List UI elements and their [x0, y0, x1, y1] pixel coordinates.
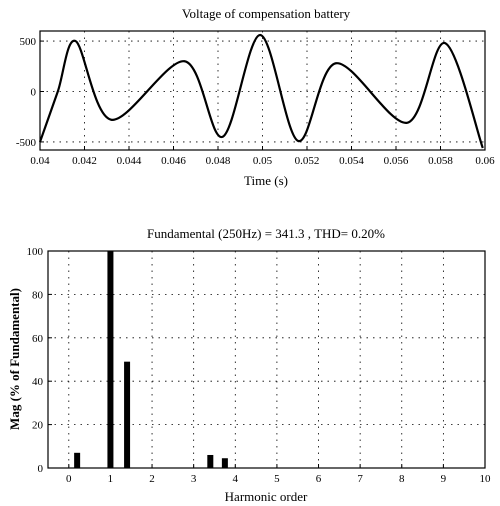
harmonic-bar [221, 458, 228, 468]
x-tick-label: 1 [108, 473, 114, 485]
voltage-line [38, 33, 484, 149]
voltage-chart-xticks: 0.04 0.042 0.044 0.046 0.048 0.05 0.052 0.054 0.… [30, 146, 495, 167]
harmonic-bar [107, 251, 114, 468]
harmonic-bar [207, 454, 214, 468]
x-tick-label: 0.05 [253, 155, 273, 167]
harmonic-chart-grid [48, 251, 485, 468]
voltage-chart: Voltage of compensation battery 0.04 0.04… [16, 6, 495, 188]
x-tick-label: 3 [191, 473, 197, 485]
voltage-chart-title: Voltage of compensation battery [182, 6, 351, 21]
harmonic-bar [124, 361, 131, 468]
y-tick-label: 100 [27, 246, 44, 258]
harmonic-chart-yticks: 0 20 40 60 80 100 [27, 246, 52, 475]
x-tick-label: 9 [441, 473, 447, 485]
y-tick-label: 80 [32, 289, 44, 301]
y-tick-label: 0 [38, 463, 44, 475]
voltage-chart-yticks: 500 0 -500 [16, 36, 44, 149]
x-tick-label: 0.058 [428, 155, 453, 167]
x-tick-label: 2 [149, 473, 155, 485]
y-tick-label: 20 [32, 420, 44, 432]
y-tick-label: -500 [16, 137, 37, 149]
harmonic-chart-frame [47, 250, 486, 469]
x-tick-label: 0.046 [161, 155, 186, 167]
harmonic-chart-ylabel: Mag (% of Fundamental) [7, 288, 22, 430]
x-tick-label: 7 [357, 473, 363, 485]
x-tick-label: 0.06 [475, 155, 495, 167]
x-tick-label: 5 [274, 473, 280, 485]
x-tick-label: 0.042 [72, 155, 97, 167]
x-tick-label: 8 [399, 473, 405, 485]
x-tick-label: 0.048 [206, 155, 231, 167]
harmonic-chart-xticks: 0 1 2 3 4 5 6 7 8 9 10 [66, 464, 491, 485]
y-tick-label: 0 [31, 87, 37, 99]
x-tick-label: 0.052 [295, 155, 320, 167]
x-tick-label: 4 [233, 473, 239, 485]
x-tick-label: 0.056 [384, 155, 409, 167]
voltage-chart-xlabel: Time (s) [244, 173, 288, 188]
x-tick-label: 0.04 [30, 155, 50, 167]
harmonic-chart-title: Fundamental (250Hz) = 341.3 , THD= 0.20% [147, 226, 385, 241]
harmonic-bar [74, 452, 81, 468]
y-tick-label: 60 [32, 333, 44, 345]
x-tick-label: 0 [66, 473, 72, 485]
x-tick-label: 10 [480, 473, 492, 485]
x-tick-label: 0.054 [339, 155, 364, 167]
harmonic-chart: Fundamental (250Hz) = 341.3 , THD= 0.20%… [7, 226, 491, 504]
y-tick-label: 40 [32, 376, 44, 388]
x-tick-label: 0.044 [117, 155, 142, 167]
y-tick-label: 500 [20, 36, 37, 48]
x-tick-label: 6 [316, 473, 322, 485]
voltage-chart-grid [40, 31, 485, 150]
harmonic-bars [74, 251, 228, 468]
harmonic-chart-xlabel: Harmonic order [225, 489, 308, 504]
